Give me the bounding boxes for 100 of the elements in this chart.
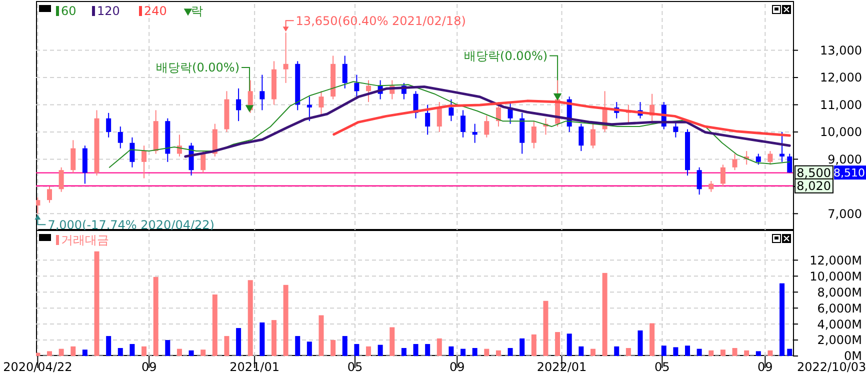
- bar: [378, 344, 383, 356]
- bar: [732, 348, 738, 356]
- legend-label: 240: [144, 4, 167, 18]
- candlestick: [354, 74, 360, 98]
- candlestick: [696, 166, 702, 196]
- x-tick-label: 05: [347, 360, 363, 374]
- bar: [696, 348, 702, 356]
- bar: [566, 334, 572, 356]
- candlestick: [460, 110, 466, 138]
- candlestick: [673, 120, 678, 138]
- candlestick: [306, 96, 312, 122]
- bar: [673, 347, 678, 356]
- annotation: 배당락(0.00%): [464, 48, 548, 63]
- y-tick-label: 10,000: [820, 125, 862, 140]
- candlestick: [425, 104, 430, 136]
- y-tick-label: 11,000: [820, 98, 862, 112]
- bar: [543, 300, 548, 356]
- candlestick: [578, 123, 584, 152]
- candlestick: [732, 153, 738, 171]
- bar: [720, 350, 726, 356]
- line-series: [184, 86, 791, 158]
- bar: [614, 346, 620, 356]
- bar: [650, 323, 655, 356]
- legend-label: 60: [61, 4, 76, 18]
- annotation: 13,650(60.40% 2021/02/18): [296, 14, 466, 28]
- candlestick: [236, 88, 242, 122]
- bar: [130, 344, 135, 356]
- candlestick: [708, 180, 714, 192]
- y-tick-label: 10,000M: [810, 269, 862, 284]
- y-tick-label: 4,000M: [817, 317, 862, 332]
- bar: [472, 348, 478, 356]
- annotation: 7,000(-17.74% 2020/04/22): [48, 218, 214, 232]
- legend-label: 거래대금: [61, 233, 109, 248]
- bar: [401, 348, 406, 356]
- ref-line-label: 8,020: [796, 179, 831, 194]
- candlestick: [176, 134, 182, 157]
- bar: [176, 348, 182, 356]
- bar: [626, 348, 631, 356]
- candlestick: [36, 196, 40, 214]
- bar: [70, 346, 76, 356]
- x-tick-label: 09: [141, 360, 157, 374]
- bar: [260, 322, 265, 356]
- x-tick-label: 09: [758, 360, 773, 374]
- bar: [165, 340, 170, 356]
- bar: [295, 336, 300, 356]
- bar: [354, 344, 360, 356]
- bar: [118, 348, 123, 356]
- candlestick: [768, 150, 773, 166]
- x-tick-label: 05: [654, 360, 670, 374]
- candlestick: [142, 145, 147, 179]
- bar: [94, 251, 100, 356]
- bar: [508, 348, 513, 356]
- bar: [436, 338, 442, 356]
- bar: [153, 276, 158, 356]
- bar: [661, 346, 666, 356]
- x-tick-label: 2020/04/22: [3, 360, 72, 374]
- bar: [578, 346, 584, 356]
- candlestick: [260, 74, 265, 111]
- bar: [248, 280, 253, 356]
- candlestick: [106, 112, 112, 138]
- candlestick: [756, 153, 761, 166]
- y-tick-label: 8,000M: [817, 285, 862, 300]
- candlestick: [200, 150, 206, 174]
- bar: [318, 315, 324, 356]
- candlestick: [472, 123, 478, 144]
- bar: [520, 338, 525, 356]
- candlestick: [720, 164, 726, 187]
- bar: [744, 350, 750, 356]
- bar: [47, 351, 52, 356]
- y-tick-label: 12,000M: [810, 253, 862, 268]
- bar: [531, 334, 536, 356]
- y-tick-label: 2,000M: [817, 333, 862, 348]
- bar: [555, 332, 560, 356]
- bar: [342, 336, 348, 356]
- bar: [638, 330, 643, 356]
- candlestick: [366, 80, 372, 103]
- bar: [82, 350, 88, 356]
- candlestick: [47, 186, 52, 204]
- bar: [768, 350, 773, 356]
- legend-label: 120: [97, 4, 120, 18]
- bar: [708, 350, 714, 356]
- bar: [224, 336, 230, 356]
- bar: [212, 294, 218, 356]
- candlestick: [283, 32, 288, 84]
- bar: [366, 346, 372, 356]
- bar: [271, 320, 276, 356]
- candlestick: [531, 120, 536, 149]
- legend-label: 락: [191, 4, 203, 18]
- bar: [780, 283, 785, 356]
- candlestick: [590, 123, 596, 149]
- bar: [390, 327, 395, 356]
- candlestick: [484, 115, 490, 138]
- candlestick: [58, 166, 64, 192]
- candlestick: [118, 126, 123, 149]
- bar: [142, 346, 147, 356]
- x-tick-label: 2022/01: [536, 360, 587, 374]
- text: 8,510: [834, 166, 865, 180]
- candlestick: [342, 55, 348, 89]
- bar: [58, 348, 64, 356]
- candlestick: [318, 90, 324, 116]
